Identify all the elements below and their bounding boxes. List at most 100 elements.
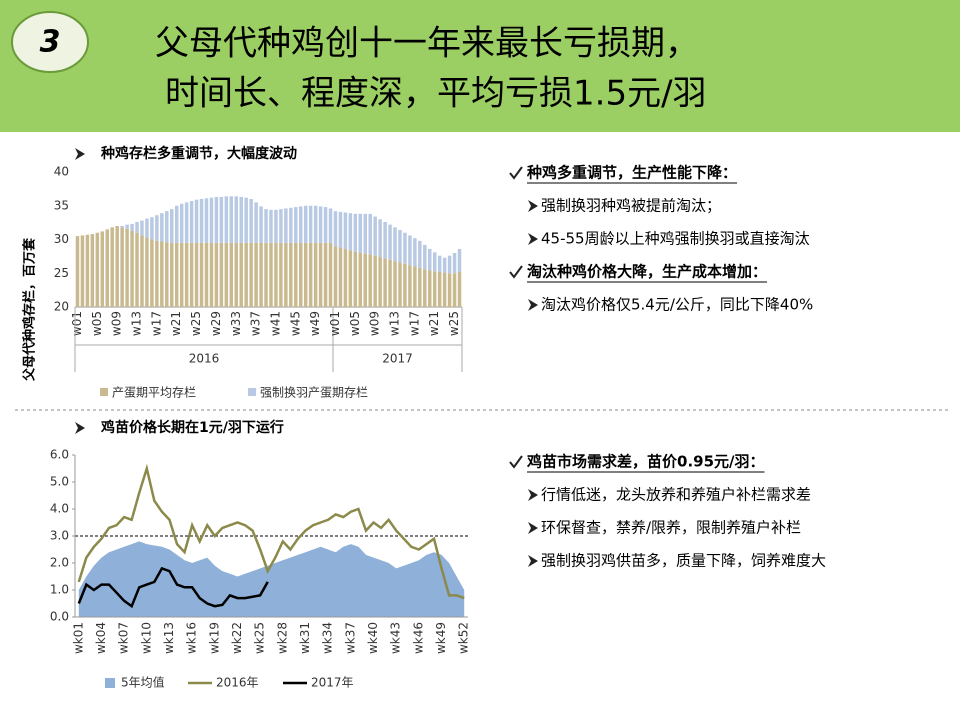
bar xyxy=(224,242,229,307)
bar xyxy=(194,242,199,307)
bar xyxy=(294,207,298,243)
legend-label: 5年均值 xyxy=(121,675,165,690)
bar xyxy=(413,238,417,267)
x-tick-label: wk37 xyxy=(343,622,357,654)
x-tick-label: wk40 xyxy=(366,622,380,654)
bar xyxy=(165,242,169,307)
bar xyxy=(135,221,139,233)
x-tick-label: wk13 xyxy=(162,622,176,654)
bar xyxy=(428,270,432,307)
x-tick-label: w05 xyxy=(90,311,104,336)
note-item: 强制换羽种鸡被提前淘汰； xyxy=(541,197,721,215)
legend-label: 强制换羽产蛋期存栏 xyxy=(260,385,368,400)
bar xyxy=(155,240,159,307)
y-tick-label: 40 xyxy=(54,165,69,179)
bar xyxy=(125,224,129,229)
bar xyxy=(299,242,303,307)
bullet-arrow xyxy=(528,555,538,567)
note-item: 强制换羽鸡供苗多，质量下降，饲养难度大 xyxy=(541,552,826,570)
chart-title: 鸡苗价格长期在1元/羽下运行 xyxy=(100,419,284,436)
bar xyxy=(393,261,397,307)
bar xyxy=(269,209,273,243)
bar xyxy=(204,242,209,307)
bar xyxy=(318,206,323,243)
y-tick-label: 4.0 xyxy=(50,502,69,516)
bar xyxy=(184,202,189,243)
y-tick-label: 3.0 xyxy=(50,529,69,543)
bar xyxy=(264,242,268,307)
y-tick-label: 5.0 xyxy=(50,475,69,489)
bar xyxy=(289,207,293,243)
note-heading: 种鸡多重调节，生产性能下降： xyxy=(526,164,737,182)
bar xyxy=(105,229,109,307)
x-tick-label: w01 xyxy=(70,311,84,336)
bar xyxy=(328,242,333,307)
x-tick-label: wk10 xyxy=(139,622,153,654)
y-tick-label: 35 xyxy=(54,198,69,212)
bar xyxy=(437,255,442,272)
bar xyxy=(274,209,278,243)
x-tick-label: w25 xyxy=(447,311,461,336)
x-tick-label: wk46 xyxy=(411,622,425,654)
title-line: 时间长、程度深，平均亏损1.5元/羽 xyxy=(165,74,707,114)
bar xyxy=(140,220,144,236)
x-tick-label: w49 xyxy=(308,311,322,336)
bar xyxy=(373,255,377,307)
bar xyxy=(135,232,139,307)
x-tick-label: w13 xyxy=(130,311,144,336)
bar xyxy=(170,209,174,243)
x-tick-label: w37 xyxy=(249,311,263,336)
bar xyxy=(323,242,328,307)
x-tick-label: wk49 xyxy=(434,622,448,654)
bullet-check xyxy=(509,166,523,180)
bar xyxy=(219,242,224,307)
bar xyxy=(323,207,328,243)
number-badge xyxy=(11,11,89,73)
y-tick-label: 30 xyxy=(54,232,69,246)
bar xyxy=(234,196,238,243)
x-tick-label: wk28 xyxy=(275,622,289,654)
bar xyxy=(432,252,437,272)
bar xyxy=(388,224,392,260)
bar xyxy=(408,235,412,266)
bar xyxy=(145,237,149,307)
x-tick-label: w17 xyxy=(407,311,421,336)
note-heading: 鸡苗市场需求差，苗价0.95元/羽： xyxy=(526,453,765,471)
line xyxy=(77,566,269,609)
x-tick-label: wk16 xyxy=(185,622,199,654)
bar xyxy=(363,213,367,254)
x-tick-label: wk25 xyxy=(253,622,267,654)
bar xyxy=(333,211,338,247)
bar xyxy=(140,235,144,307)
bar xyxy=(75,236,80,307)
x-tick-label: wk22 xyxy=(230,622,244,654)
bar xyxy=(229,242,234,307)
bullet-arrow xyxy=(528,233,538,245)
bar xyxy=(150,239,154,307)
area xyxy=(78,541,465,617)
bar xyxy=(413,266,417,307)
bar xyxy=(353,213,358,252)
x-tick-label: wk34 xyxy=(321,622,335,654)
bar xyxy=(229,196,234,243)
bar xyxy=(254,242,258,307)
bar xyxy=(378,257,382,307)
bar xyxy=(383,221,387,259)
bar xyxy=(85,234,90,307)
bar xyxy=(308,242,313,307)
x-tick-label: wk52 xyxy=(457,622,471,654)
bar xyxy=(437,271,442,307)
y-tick-label: 20 xyxy=(54,300,69,314)
note-item: 行情低迷，龙头放养和养殖户补栏需求差 xyxy=(541,486,811,504)
bar xyxy=(313,205,318,243)
bar xyxy=(403,263,407,307)
bullet-arrow xyxy=(75,148,85,160)
x-tick-label: wk01 xyxy=(71,622,85,654)
bar xyxy=(299,206,303,243)
bar xyxy=(110,227,114,307)
bar xyxy=(308,205,313,243)
x-tick-label: wk07 xyxy=(117,622,131,654)
bar xyxy=(333,246,338,307)
bar xyxy=(194,199,199,243)
